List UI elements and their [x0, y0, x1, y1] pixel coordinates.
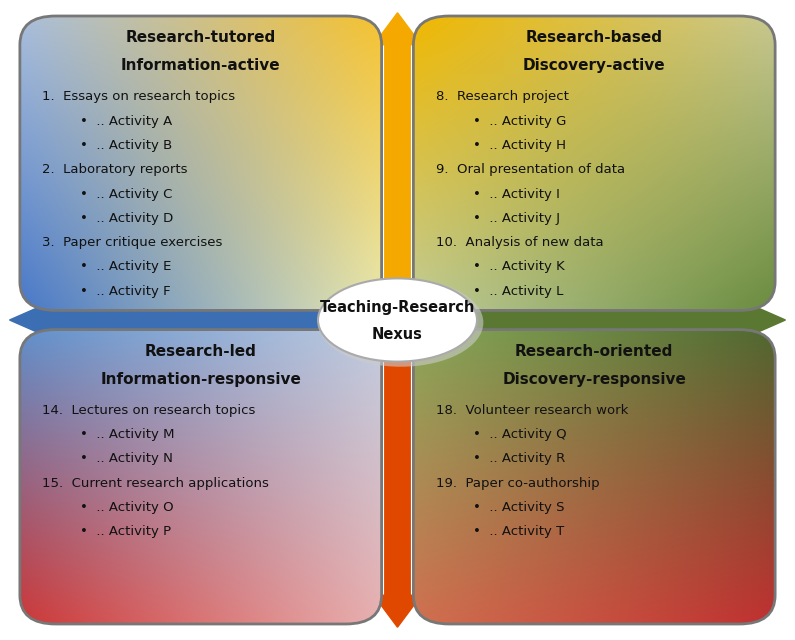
Text: 10.  Analysis of new data: 10. Analysis of new data: [436, 236, 603, 249]
Text: •  .. Activity G: • .. Activity G: [473, 115, 566, 127]
Text: 18.  Volunteer research work: 18. Volunteer research work: [436, 404, 628, 417]
Text: •  .. Activity A: • .. Activity A: [80, 115, 172, 127]
Text: •  .. Activity K: • .. Activity K: [473, 260, 564, 273]
Text: •  .. Activity B: • .. Activity B: [80, 139, 172, 152]
Text: Discovery-responsive: Discovery-responsive: [502, 372, 686, 387]
Text: Information-active: Information-active: [121, 58, 281, 73]
Text: 3.  Paper critique exercises: 3. Paper critique exercises: [42, 236, 223, 249]
Text: •  .. Activity F: • .. Activity F: [80, 285, 170, 298]
Text: 1.  Essays on research topics: 1. Essays on research topics: [42, 90, 235, 103]
Text: 2.  Laboratory reports: 2. Laboratory reports: [42, 163, 188, 176]
Text: Information-responsive: Information-responsive: [100, 372, 301, 387]
Text: 8.  Research project: 8. Research project: [436, 90, 568, 103]
FancyArrow shape: [374, 13, 421, 333]
Text: 15.  Current research applications: 15. Current research applications: [42, 477, 269, 490]
Text: •  .. Activity R: • .. Activity R: [473, 452, 565, 465]
Text: Teaching-Research: Teaching-Research: [320, 300, 475, 315]
FancyArrow shape: [10, 301, 413, 339]
Text: •  .. Activity D: • .. Activity D: [80, 212, 173, 225]
Text: •  .. Activity P: • .. Activity P: [80, 525, 171, 538]
Text: •  .. Activity T: • .. Activity T: [473, 525, 564, 538]
Text: •  .. Activity E: • .. Activity E: [80, 260, 171, 273]
Text: Research-oriented: Research-oriented: [515, 344, 673, 358]
Ellipse shape: [318, 278, 483, 367]
Text: •  .. Activity O: • .. Activity O: [80, 501, 173, 514]
Text: •  .. Activity L: • .. Activity L: [473, 285, 564, 298]
Text: •  .. Activity N: • .. Activity N: [80, 452, 173, 465]
Text: Research-based: Research-based: [525, 30, 663, 45]
FancyArrow shape: [382, 301, 785, 339]
Text: Discovery-active: Discovery-active: [523, 58, 665, 73]
Text: •  .. Activity S: • .. Activity S: [473, 501, 564, 514]
Text: •  .. Activity M: • .. Activity M: [80, 428, 174, 441]
Text: Research-led: Research-led: [145, 344, 257, 358]
Text: •  .. Activity C: • .. Activity C: [80, 188, 172, 200]
Text: 14.  Lectures on research topics: 14. Lectures on research topics: [42, 404, 255, 417]
Text: 9.  Oral presentation of data: 9. Oral presentation of data: [436, 163, 625, 176]
Text: Research-tutored: Research-tutored: [126, 30, 276, 45]
Text: •  .. Activity H: • .. Activity H: [473, 139, 566, 152]
FancyArrow shape: [374, 307, 421, 627]
Text: •  .. Activity I: • .. Activity I: [473, 188, 560, 200]
Text: •  .. Activity Q: • .. Activity Q: [473, 428, 567, 441]
Text: •  .. Activity J: • .. Activity J: [473, 212, 560, 225]
Text: Nexus: Nexus: [372, 326, 423, 342]
Ellipse shape: [318, 278, 477, 362]
Text: 19.  Paper co-authorship: 19. Paper co-authorship: [436, 477, 599, 490]
